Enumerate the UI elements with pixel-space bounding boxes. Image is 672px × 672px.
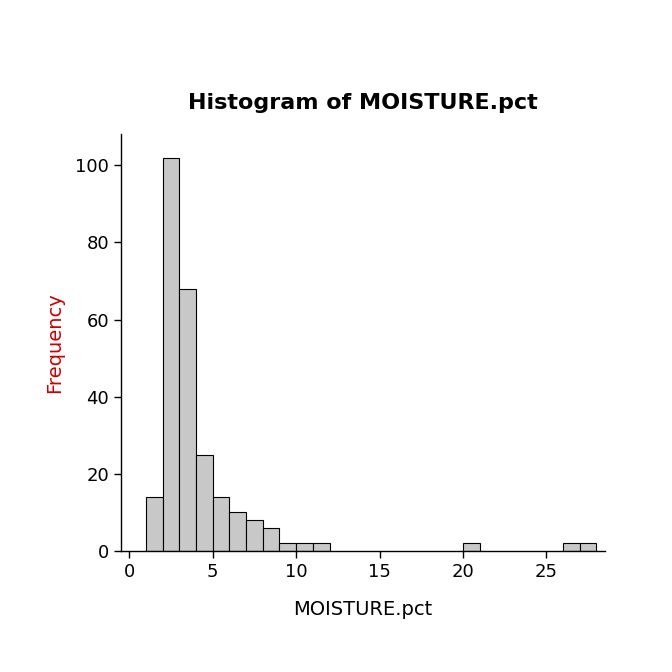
Title: Histogram of MOISTURE.pct: Histogram of MOISTURE.pct	[188, 93, 538, 114]
Bar	[213, 497, 229, 551]
Bar	[280, 544, 296, 551]
X-axis label: MOISTURE.pct: MOISTURE.pct	[293, 600, 433, 620]
Bar	[296, 544, 313, 551]
Bar	[246, 520, 263, 551]
Bar	[580, 544, 597, 551]
Bar	[463, 544, 480, 551]
Bar	[146, 497, 163, 551]
Bar	[313, 544, 329, 551]
Bar	[229, 513, 246, 551]
Bar	[563, 544, 580, 551]
Bar	[163, 157, 179, 551]
Bar	[263, 528, 280, 551]
Bar	[196, 454, 213, 551]
Bar	[179, 289, 196, 551]
Y-axis label: Frequency: Frequency	[45, 292, 64, 393]
